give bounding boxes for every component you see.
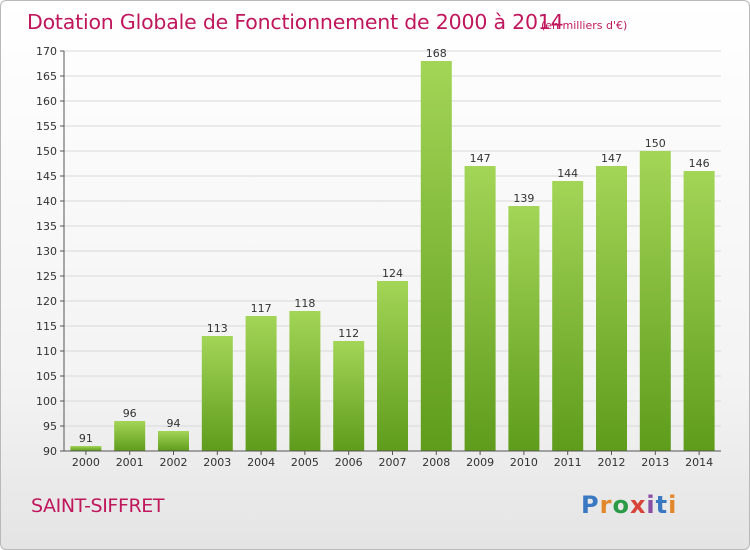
y-tick-label: 150 — [36, 145, 57, 158]
logo-letter: r — [599, 491, 613, 519]
x-tick-label: 2000 — [72, 456, 100, 469]
chart-title: Dotation Globale de Fonctionnement de 20… — [27, 10, 564, 34]
y-tick-label: 125 — [36, 270, 57, 283]
bar — [245, 316, 277, 451]
x-tick-label: 2013 — [641, 456, 669, 469]
bar — [289, 311, 321, 451]
x-tick-label: 2014 — [685, 456, 713, 469]
y-tick-label: 145 — [36, 170, 57, 183]
bar-value-label: 168 — [426, 47, 447, 60]
bar — [596, 166, 627, 451]
x-tick-label: 2007 — [379, 456, 407, 469]
bar — [464, 166, 496, 451]
x-tick-label: 2001 — [116, 456, 144, 469]
y-tick-label: 120 — [36, 295, 57, 308]
bar — [683, 171, 715, 451]
logo-letter: i — [668, 491, 678, 519]
bar — [333, 341, 365, 451]
bar-value-label: 91 — [79, 432, 93, 445]
bar-value-label: 112 — [338, 327, 359, 340]
bar-value-label: 150 — [645, 137, 666, 150]
bar — [420, 61, 452, 451]
bar-value-label: 144 — [557, 167, 578, 180]
x-tick-label: 2009 — [466, 456, 494, 469]
logo-letter: x — [629, 491, 647, 519]
y-tick-label: 105 — [36, 370, 57, 383]
bar — [639, 151, 671, 451]
chart-unit: (en milliers d'€) — [541, 19, 628, 32]
logo-letter: i — [646, 491, 656, 519]
bar-value-label: 124 — [382, 267, 403, 280]
bar — [508, 206, 540, 451]
x-tick-label: 2004 — [247, 456, 275, 469]
y-tick-label: 170 — [36, 45, 57, 58]
x-tick-label: 2008 — [422, 456, 450, 469]
x-tick-label: 2012 — [598, 456, 626, 469]
y-axis: 90 95 100 105 110 115 120 125 130 135 140 145 150 155… — [36, 45, 65, 458]
bar-value-label: 96 — [123, 407, 137, 420]
bar — [377, 281, 408, 451]
x-tick-label: 2005 — [291, 456, 319, 469]
y-tick-label: 155 — [36, 120, 57, 133]
y-tick-label: 115 — [36, 320, 57, 333]
commune-name: SAINT-SIFFRET — [31, 495, 165, 517]
y-tick-label: 130 — [36, 245, 57, 258]
y-tick-label: 160 — [36, 95, 57, 108]
x-tick-label: 2010 — [510, 456, 538, 469]
x-tick-label: 2002 — [160, 456, 188, 469]
y-tick-label: 100 — [36, 395, 57, 408]
bar-value-label: 139 — [513, 192, 534, 205]
bar-value-label: 147 — [601, 152, 622, 165]
x-tick-label: 2003 — [203, 456, 231, 469]
x-axis: 2000 2001 2002 2003 2004 2005 2006 2007 2008 2009… — [64, 450, 721, 469]
bar — [158, 431, 189, 451]
bar-value-label: 117 — [251, 302, 272, 315]
bar — [70, 446, 102, 451]
y-tick-label: 165 — [36, 70, 57, 83]
x-tick-label: 2006 — [335, 456, 363, 469]
y-tick-label: 135 — [36, 220, 57, 233]
y-tick-label: 95 — [43, 420, 57, 433]
y-tick-label: 90 — [43, 445, 57, 458]
bar-value-label: 113 — [207, 322, 228, 335]
bar — [552, 181, 584, 451]
y-tick-label: 110 — [36, 345, 57, 358]
proxiti-logo: Proxiti — [581, 491, 677, 519]
logo-letter: t — [655, 491, 669, 519]
bars: 91 96 94 113 117 118 112 124 168 147 139 144 147 150 1… — [70, 47, 715, 451]
bar-value-label: 118 — [294, 297, 315, 310]
bar-value-label: 147 — [470, 152, 491, 165]
bar-value-label: 146 — [689, 157, 710, 170]
bar — [201, 336, 233, 451]
y-tick-label: 140 — [36, 195, 57, 208]
x-tick-label: 2011 — [554, 456, 582, 469]
bar — [114, 421, 146, 451]
logo-letter: o — [612, 491, 630, 519]
logo-letter: P — [581, 491, 600, 519]
bar-value-label: 94 — [167, 417, 181, 430]
